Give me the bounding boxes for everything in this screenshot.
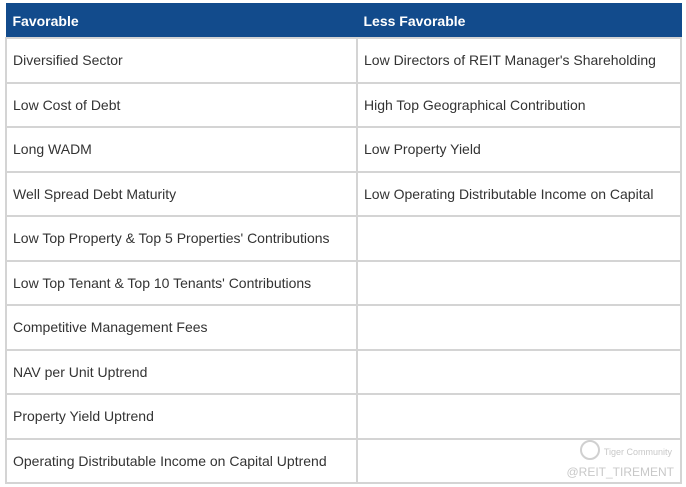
table-cell: Low Cost of Debt [5,81,358,128]
header-cell: Less Favorable [356,3,682,39]
table-cell: Low Top Property & Top 5 Properties' Con… [5,215,358,262]
table-row: Diversified Sector Low Directors of REIT … [5,37,682,84]
table-row: Operating Distributable Income on Capita… [5,437,682,484]
table-cell: Property Yield Uptrend [5,393,358,440]
table-cell: Competitive Management Fees [5,304,358,351]
table-cell: Low Directors of REIT Manager's Sharehol… [356,37,682,84]
table-cell [356,215,682,262]
table-cell: Low Operating Distributable Income on Ca… [356,170,682,217]
table-cell: High Top Geographical Contribution [356,81,682,128]
table-body: Diversified Sector Low Directors of REIT … [5,37,682,484]
table-cell: Operating Distributable Income on Capita… [5,437,358,484]
table-cell [356,259,682,306]
table-row: Property Yield Uptrend [5,393,682,440]
table-row: NAV per Unit Uptrend [5,348,682,395]
table-cell [356,304,682,351]
table-cell: Diversified Sector [5,37,358,84]
table-row: Well Spread Debt Maturity Low Operating D… [5,170,682,217]
table-cell [356,348,682,395]
table-cell: NAV per Unit Uptrend [5,348,358,395]
watermark-brand: Tiger Community [603,447,672,457]
table-cell: Low Top Tenant & Top 10 Tenants' Contrib… [5,259,358,306]
table-row: Competitive Management Fees [5,304,682,351]
table-cell: Long WADM [5,126,358,173]
table-row: Low Cost of Debt High Top Geographical Co… [5,81,682,128]
table-cell [356,437,682,484]
table-cell: Low Property Yield [356,126,682,173]
table-row: Low Top Tenant & Top 10 Tenants' Contrib… [5,259,682,306]
table-row: Long WADM Low Property Yield [5,126,682,173]
table-cell: Well Spread Debt Maturity [5,170,358,217]
watermark-handle: @REIT_TIREMENT [566,465,674,479]
table-row: Low Top Property & Top 5 Properties' Con… [5,215,682,262]
table-cell [356,393,682,440]
comparison-table: Favorable Less Favorable Diversified Sec… [5,3,682,484]
header-row: Favorable Less Favorable [5,3,682,39]
header-cell: Favorable [5,3,358,39]
watermark-logo [580,440,600,460]
